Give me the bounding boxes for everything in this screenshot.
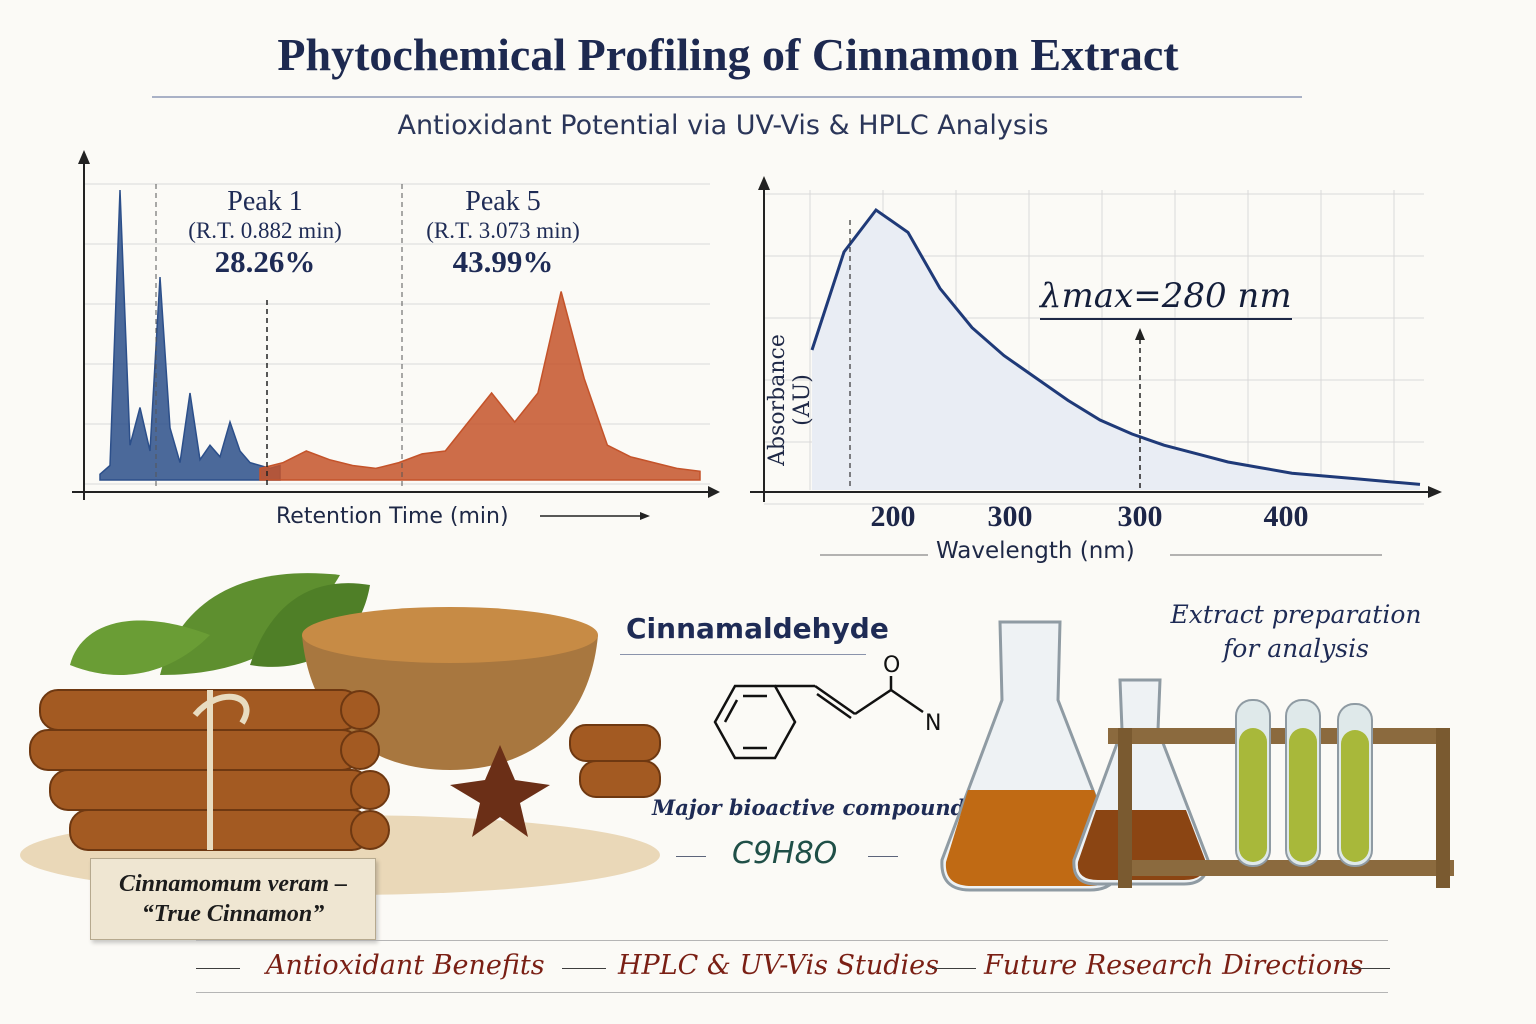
peak5-name: Peak 5 (465, 186, 541, 217)
peak1-percent: 28.26% (214, 244, 316, 279)
twine-icon (192, 690, 250, 850)
peak5-rt: (R.T. 3.073 min) (426, 218, 580, 243)
footer-topics: Antioxidant Benefits HPLC & UV-Vis Studi… (0, 950, 1536, 990)
wooden-bowl (302, 635, 598, 770)
atom-oxygen: O (883, 653, 900, 678)
formula-dash-left (676, 856, 706, 857)
uv-series-line (810, 207, 1421, 486)
uv-x-axis-title: Wavelength (nm) (936, 538, 1135, 564)
uv-x-arrow (1428, 486, 1442, 498)
hplc-y-arrow (78, 150, 90, 164)
prep-caption-line2: for analysis (1223, 634, 1369, 663)
uv-y-arrow (758, 176, 770, 190)
species-common-name: “True Cinnamon” (141, 901, 325, 927)
hplc-chromatogram (72, 150, 720, 500)
hplc-series-group (99, 189, 701, 481)
small-flask-icon (1072, 678, 1210, 886)
lambda-max-text: λmax=280 nm (1040, 276, 1292, 316)
page-subtitle: Antioxidant Potential via UV-Vis & HPLC … (397, 110, 1049, 141)
formula-dash-right (868, 856, 898, 857)
leaf-icon (250, 583, 370, 667)
footer-item-antioxidant: Antioxidant Benefits (266, 950, 545, 981)
footer-top-rule (196, 940, 1388, 941)
uv-x-tick: 200 (870, 500, 916, 533)
lab-glassware-illustration (940, 620, 1454, 892)
footer-dash (196, 968, 240, 969)
uv-x-tick: 400 (1263, 500, 1309, 533)
compound-name: Cinnamaldehyde (626, 612, 889, 645)
cinnamon-powder (302, 607, 598, 663)
leaf-icon (70, 620, 210, 675)
footer-item-hplc: HPLC & UV-Vis Studies (618, 950, 940, 981)
atom-nitrogen: N (925, 711, 941, 736)
cinnamon-illustration (20, 573, 661, 895)
species-label-card: Cinnamomum veram – “True Cinnamon” (90, 858, 376, 940)
cinnamon-sticks-right (569, 724, 661, 798)
wavelength-rules (820, 554, 1382, 556)
footer-dash (1346, 968, 1390, 969)
uv-area-fill (812, 210, 1420, 490)
prep-caption-line1: Extract preparation (1170, 600, 1422, 629)
uv-x-tick: 300 (1117, 500, 1163, 533)
footer-dash (932, 968, 976, 969)
uv-x-tick: 300 (987, 500, 1033, 533)
cinnamaldehyde-structure: O N (713, 653, 941, 760)
compound-formula: C9H8O (732, 836, 838, 871)
peak5-annotation: Peak 5 (R.T. 3.073 min) 43.99% (408, 186, 598, 280)
footer-dash (562, 968, 606, 969)
compound-divider (620, 654, 866, 655)
compound-note: Major bioactive compound (652, 795, 966, 820)
uv-vis-spectrum (750, 176, 1442, 505)
title-divider (152, 96, 1302, 98)
peak1-annotation: Peak 1 (R.T. 0.882 min) 28.26% (170, 186, 360, 280)
hplc-series-2 (259, 291, 701, 481)
leaf-icon (160, 573, 340, 675)
peak1-rt: (R.T. 0.882 min) (188, 218, 342, 243)
peak1-name: Peak 1 (227, 186, 303, 217)
test-tube-liquid (1239, 728, 1369, 862)
uv-y-axis-title: Absorbance (AU) (765, 334, 815, 466)
page-title: Phytochemical Profiling of Cinnamon Extr… (277, 29, 1179, 80)
star-anise-icon (450, 745, 550, 837)
lambda-max-arrow (1135, 328, 1145, 340)
lambda-max-label: λmax=280 nm (1040, 276, 1292, 320)
footer-item-future: Future Research Directions (984, 950, 1364, 981)
footer-bottom-rule (196, 992, 1388, 993)
hplc-xlabel-arrow (540, 512, 650, 520)
prep-caption: Extract preparation for analysis (1168, 598, 1424, 666)
peak5-percent: 43.99% (452, 244, 554, 279)
hplc-x-arrow (708, 486, 720, 498)
hplc-x-axis-title: Retention Time (min) (276, 504, 509, 529)
species-name: Cinnamomum veram – (118, 871, 348, 897)
